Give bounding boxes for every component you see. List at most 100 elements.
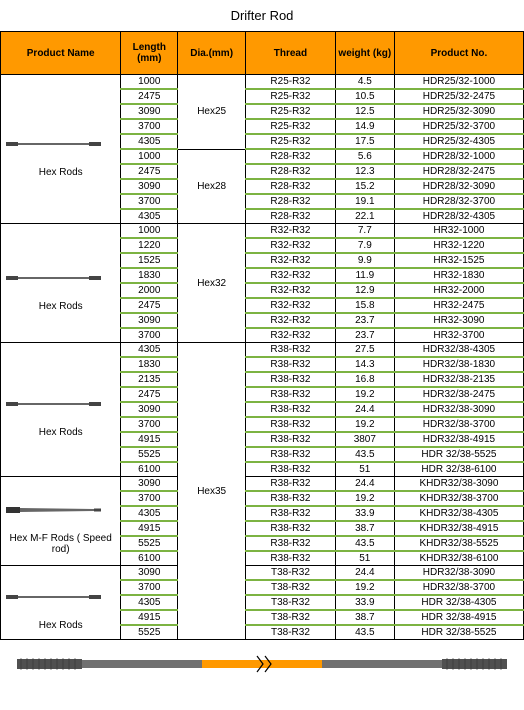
cell-weight: 10.5	[335, 89, 394, 104]
cell-product-no: HDR28/32-2475	[394, 164, 523, 179]
cell-weight: 15.8	[335, 298, 394, 313]
cell-thread: R28-R32	[246, 209, 336, 224]
drifter-rod-table: Product Name Length (mm) Dia.(mm) Thread…	[0, 31, 524, 640]
cell-thread: R38-R32	[246, 417, 336, 432]
cell-length: 6100	[121, 462, 178, 477]
cell-weight: 19.2	[335, 387, 394, 402]
cell-dia: Hex25	[178, 75, 246, 150]
cell-weight: 33.9	[335, 595, 394, 610]
cell-weight: 24.4	[335, 477, 394, 492]
cell-product-no: HDR32/38-3090	[394, 402, 523, 417]
cell-product-no: HDR32/38-4915	[394, 432, 523, 447]
cell-product-no: HDR28/32-4305	[394, 209, 523, 224]
cell-product-no: HDR25/32-3700	[394, 119, 523, 134]
cell-length: 4305	[121, 595, 178, 610]
cell-product-no: HDR25/32-2475	[394, 89, 523, 104]
cell-thread: R38-R32	[246, 491, 336, 506]
cell-length: 4305	[121, 134, 178, 149]
cell-length: 2135	[121, 372, 178, 387]
cell-weight: 33.9	[335, 506, 394, 521]
cell-weight: 17.5	[335, 134, 394, 149]
cell-length: 4915	[121, 432, 178, 447]
cell-thread: R38-R32	[246, 372, 336, 387]
cell-thread: R25-R32	[246, 75, 336, 90]
cell-weight: 51	[335, 462, 394, 477]
cell-length: 3090	[121, 179, 178, 194]
product-name-cell: Hex Rods	[1, 343, 121, 477]
cell-weight: 27.5	[335, 343, 394, 358]
cell-weight: 15.2	[335, 179, 394, 194]
cell-weight: 19.2	[335, 417, 394, 432]
cell-weight: 14.9	[335, 119, 394, 134]
cell-weight: 4.5	[335, 75, 394, 90]
table-row: Hex Rods1000Hex25R25-R324.5HDR25/32-1000	[1, 75, 524, 90]
cell-weight: 16.8	[335, 372, 394, 387]
cell-length: 2475	[121, 89, 178, 104]
cell-thread: R38-R32	[246, 551, 336, 566]
cell-product-no: HDR 32/38-6100	[394, 462, 523, 477]
cell-thread: R25-R32	[246, 119, 336, 134]
cell-length: 1000	[121, 224, 178, 239]
cell-product-no: HDR25/32-4305	[394, 134, 523, 149]
cell-length: 6100	[121, 551, 178, 566]
cell-thread: R28-R32	[246, 194, 336, 209]
cell-thread: R38-R32	[246, 432, 336, 447]
cell-weight: 7.9	[335, 238, 394, 253]
cell-product-no: KHDR32/38-6100	[394, 551, 523, 566]
cell-thread: R25-R32	[246, 89, 336, 104]
cell-thread: T38-R32	[246, 610, 336, 625]
cell-dia: Hex35	[178, 343, 246, 640]
rod-icon	[3, 121, 103, 167]
product-name-label: Hex Rods	[3, 427, 118, 438]
cell-length: 5525	[121, 625, 178, 640]
cell-product-no: HR32-2000	[394, 283, 523, 298]
cell-weight: 3807	[335, 432, 394, 447]
cell-thread: T38-R32	[246, 625, 336, 640]
cell-length: 2475	[121, 387, 178, 402]
product-name-label: Hex Rods	[3, 167, 118, 178]
cell-weight: 38.7	[335, 610, 394, 625]
cell-length: 4915	[121, 521, 178, 536]
cell-product-no: HR32-3700	[394, 328, 523, 343]
cell-weight: 9.9	[335, 253, 394, 268]
cell-length: 4305	[121, 343, 178, 358]
cell-length: 1000	[121, 75, 178, 90]
cell-product-no: HDR32/38-3090	[394, 566, 523, 581]
cell-weight: 12.5	[335, 104, 394, 119]
cell-weight: 5.6	[335, 149, 394, 164]
page-title: Drifter Rod	[0, 0, 524, 31]
cell-weight: 19.2	[335, 491, 394, 506]
cell-product-no: KHDR32/38-3090	[394, 477, 523, 492]
cell-length: 5525	[121, 447, 178, 462]
cell-thread: R32-R32	[246, 298, 336, 313]
cell-product-no: HDR28/32-3090	[394, 179, 523, 194]
cell-length: 1220	[121, 238, 178, 253]
header-thread: Thread	[246, 32, 336, 75]
cell-length: 3700	[121, 417, 178, 432]
rod-icon	[3, 255, 103, 301]
cell-length: 1000	[121, 149, 178, 164]
cell-length: 3700	[121, 328, 178, 343]
cell-thread: R32-R32	[246, 283, 336, 298]
cell-thread: R28-R32	[246, 179, 336, 194]
table-row: Hex M-F Rods ( Speed rod)3090R38-R3224.4…	[1, 477, 524, 492]
cell-product-no: KHDR32/38-3700	[394, 491, 523, 506]
rod-icon	[3, 381, 103, 427]
cell-thread: R38-R32	[246, 402, 336, 417]
cell-product-no: HDR25/32-1000	[394, 75, 523, 90]
cell-product-no: KHDR32/38-4915	[394, 521, 523, 536]
cell-weight: 51	[335, 551, 394, 566]
cell-thread: R38-R32	[246, 447, 336, 462]
product-name-label: Hex Rods	[3, 620, 118, 631]
cell-weight: 19.2	[335, 580, 394, 595]
cell-weight: 23.7	[335, 313, 394, 328]
cell-thread: R32-R32	[246, 268, 336, 283]
cell-weight: 22.1	[335, 209, 394, 224]
cell-product-no: HDR25/32-3090	[394, 104, 523, 119]
cell-thread: R38-R32	[246, 536, 336, 551]
cell-length: 2000	[121, 283, 178, 298]
cell-thread: R38-R32	[246, 506, 336, 521]
cell-product-no: HR32-3090	[394, 313, 523, 328]
table-row: Hex Rods4305Hex35R38-R3227.5HDR32/38-430…	[1, 343, 524, 358]
cell-product-no: HR32-1000	[394, 224, 523, 239]
